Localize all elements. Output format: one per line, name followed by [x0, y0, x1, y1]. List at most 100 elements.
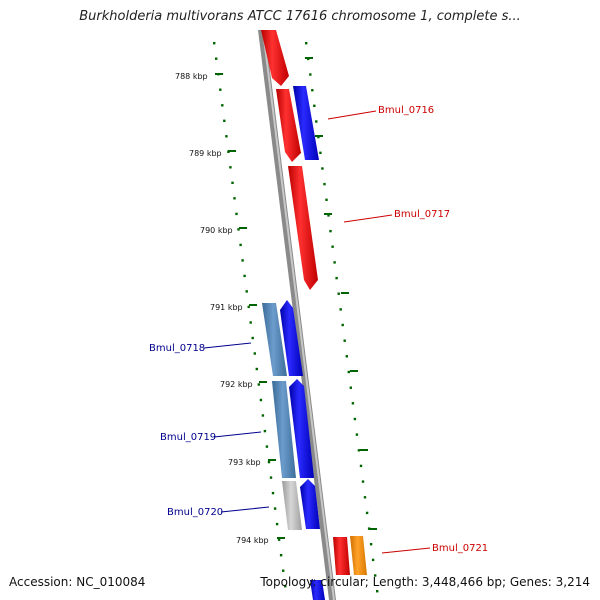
ruler-dot [267, 460, 271, 464]
ruler-dot [365, 511, 369, 515]
ruler-dot [223, 119, 226, 122]
ruler-dot [279, 554, 283, 557]
kbp-tick [215, 73, 223, 75]
genome-backbone-highlight [262, 30, 335, 600]
gene-label-bmul-0720[interactable]: Bmul_0720 [167, 507, 223, 518]
ruler-dot [363, 496, 367, 499]
ruler-dot [273, 507, 277, 510]
ruler-dot [337, 292, 340, 295]
ruler-dot [339, 308, 342, 311]
gene-bmul-0721[interactable] [333, 537, 350, 575]
ruler-dot [311, 89, 314, 92]
ruler-dot [317, 135, 320, 139]
ruler-dot [333, 261, 336, 264]
ruler-dot [347, 370, 350, 374]
gene-bmul-0715[interactable] [261, 30, 289, 86]
ruler-dot [225, 135, 228, 138]
gene-bmul-0719-rna[interactable] [272, 381, 296, 478]
kbp-tick [249, 304, 257, 306]
kbp-tick-label: 791 kbp [210, 303, 243, 312]
ruler-dot [239, 243, 242, 247]
ruler-dot [351, 402, 355, 405]
gene-bmul-0721-other[interactable] [350, 536, 367, 575]
gene-label-bmul-0721[interactable]: Bmul_0721 [432, 543, 488, 554]
ruler-dot [353, 417, 357, 421]
gene-label-bmul-0718[interactable]: Bmul_0718 [149, 343, 205, 354]
gene-bmul-0719[interactable] [289, 379, 314, 478]
ruler-dot [359, 464, 363, 468]
kbp-tick [268, 459, 276, 461]
gene-bmul-0716-reverse[interactable] [293, 86, 319, 160]
ruler-dot [213, 42, 216, 45]
ruler-dot [357, 449, 361, 452]
gene-bmul-0720[interactable] [300, 479, 320, 529]
kbp-tick-label: 790 kbp [200, 226, 233, 235]
ruler-dot [315, 120, 318, 123]
accession-text: Accession: NC_010084 [9, 575, 146, 589]
ruler-dot [341, 323, 344, 327]
ruler-dot [269, 476, 273, 479]
ruler-dot [305, 42, 308, 45]
kbp-tick-label: 792 kbp [220, 380, 253, 389]
kbp-tick-label: 793 kbp [228, 458, 261, 467]
ruler-dot [275, 522, 279, 526]
kbp-tick-label: 794 kbp [236, 536, 269, 545]
ruler-dot [361, 480, 365, 483]
genome-summary-text: Topology: circular; Length: 3,448,466 bp… [260, 575, 590, 589]
ruler-dot [215, 57, 218, 60]
gene-labels: Bmul_0716 Bmul_0717 Bmul_0718 Bmul_0719 … [149, 105, 488, 554]
ruler-dot [253, 352, 256, 355]
ruler-dot [371, 558, 375, 562]
ruler-right-ticks [305, 57, 377, 530]
ruler-dot [249, 321, 252, 324]
ruler-dot [235, 212, 238, 216]
ruler-dot [245, 290, 248, 293]
ruler-dot [325, 198, 328, 201]
gene-partial-bottom[interactable] [310, 580, 325, 600]
kbp-tick [239, 227, 247, 229]
ruler-dot [255, 367, 258, 371]
gene-bmul-0718-rna[interactable] [262, 303, 287, 376]
gene-bmul-0716[interactable] [276, 89, 301, 162]
kbp-tick [259, 381, 267, 383]
ruler-dot [263, 429, 267, 433]
gene-label-bmul-0717[interactable]: Bmul_0717 [394, 209, 450, 220]
ruler-dot [327, 214, 330, 217]
kbp-tick-label: 788 kbp [175, 72, 208, 81]
gene-bmul-0718[interactable] [280, 300, 303, 376]
ruler-dot [271, 491, 275, 495]
gene-bmul-0720-pseudo[interactable] [282, 481, 302, 530]
ruler-dot [319, 151, 322, 154]
ruler-dot [257, 383, 260, 386]
ruler-dot [335, 276, 338, 280]
ruler-dot [233, 197, 236, 200]
ruler-dot [349, 386, 352, 389]
ruler-dot [229, 166, 232, 169]
ruler-dot [376, 590, 379, 593]
gene-label-bmul-0719[interactable]: Bmul_0719 [160, 432, 216, 443]
ruler-dot [265, 445, 269, 448]
ruler-dot [321, 167, 324, 170]
kbp-tick [228, 150, 236, 152]
ruler-dot [345, 355, 348, 358]
gene-bmul-0717[interactable] [288, 166, 318, 290]
map-title: Burkholderia multivorans ATCC 17616 chro… [79, 9, 521, 24]
ruler-dot [284, 585, 287, 588]
ruler-dot [343, 339, 346, 342]
ruler-dot [374, 574, 377, 577]
ruler-dot [355, 433, 359, 436]
ruler-dot [221, 104, 224, 107]
ruler-dot [277, 538, 281, 541]
kbp-tick-label: 789 kbp [189, 149, 222, 158]
ruler-dot [309, 73, 312, 76]
ruler-dot [329, 229, 332, 233]
ruler-dot [259, 398, 263, 402]
ruler-dot [369, 543, 373, 546]
gene-label-bmul-0716[interactable]: Bmul_0716 [378, 105, 434, 116]
ruler-dot [219, 88, 222, 91]
ruler-dot [243, 274, 246, 278]
kbp-tick [277, 537, 285, 539]
ruler-dot [261, 414, 265, 417]
